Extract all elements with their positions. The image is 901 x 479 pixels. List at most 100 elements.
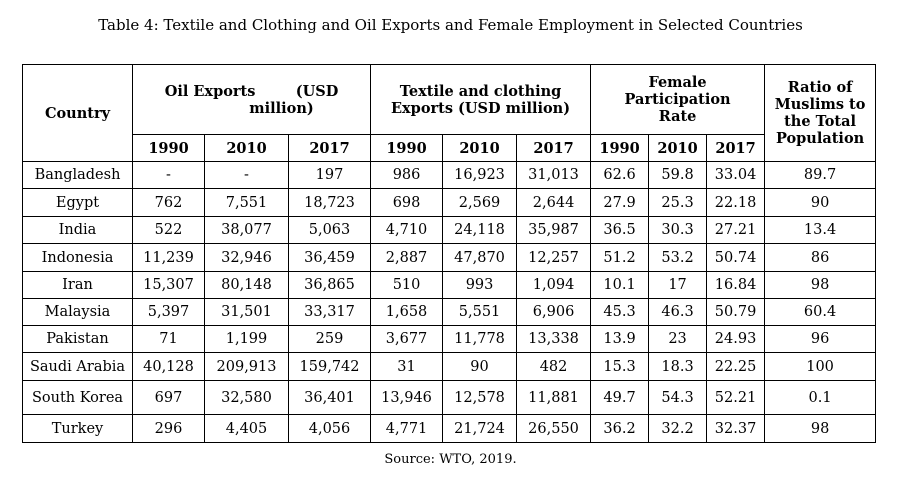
- header-year: 2017: [706, 134, 766, 162]
- female-rate-cell: 45.3: [590, 298, 650, 326]
- table-row: Turkey 296 4,405 4,056 4,771 21,724 26,550 36.2…: [22, 414, 877, 443]
- exports-table: Country Oil Exports (USD million) Textil…: [22, 64, 877, 443]
- country-cell: Indonesia: [22, 243, 133, 272]
- country-cell: Malaysia: [22, 298, 133, 326]
- header-country: Country: [22, 64, 133, 162]
- female-rate-cell: 10.1: [590, 271, 650, 299]
- textile-export-cell: 13,946: [370, 380, 444, 415]
- female-rate-cell: 59.8: [648, 161, 708, 189]
- female-rate-cell: 22.25: [706, 352, 766, 381]
- oil-export-cell: 80,148: [204, 271, 289, 299]
- textile-export-cell: 35,987: [516, 216, 592, 244]
- oil-export-cell: 4,056: [287, 414, 372, 443]
- textile-export-cell: 47,870: [442, 243, 518, 272]
- header-muslim-ratio: Ratio of Muslims to the Total Population: [764, 64, 877, 162]
- header-year: 1990: [590, 134, 650, 162]
- oil-export-cell: 7,551: [204, 188, 289, 217]
- textile-export-cell: 698: [370, 188, 444, 217]
- female-rate-cell: 53.2: [648, 243, 708, 272]
- textile-export-cell: 12,578: [442, 380, 518, 415]
- country-cell: India: [22, 216, 133, 244]
- textile-export-cell: 482: [516, 352, 592, 381]
- textile-export-cell: 1,094: [516, 271, 592, 299]
- table-row: Iran 15,307 80,148 36,865 510 993 1,094 10.1 17 1…: [22, 271, 877, 299]
- table-row: Bangladesh - -197 986 16,923 31,013 62.6 59.8 33…: [22, 161, 877, 189]
- header-year: 2017: [516, 134, 592, 162]
- header-year: 2017: [287, 134, 372, 162]
- oil-export-cell: 38,077: [204, 216, 289, 244]
- female-rate-cell: 62.6: [590, 161, 650, 189]
- female-rate-cell: 49.7: [590, 380, 650, 415]
- textile-export-cell: 510: [370, 271, 444, 299]
- oil-export-cell: 4,405: [204, 414, 289, 443]
- female-rate-cell: 13.9: [590, 325, 650, 353]
- female-rate-cell: 15.3: [590, 352, 650, 381]
- female-rate-cell: 51.2: [590, 243, 650, 272]
- textile-export-cell: 2,569: [442, 188, 518, 217]
- oil-export-cell: 32,580: [204, 380, 289, 415]
- female-rate-cell: 27.21: [706, 216, 766, 244]
- oil-export-cell: 209,913: [204, 352, 289, 381]
- textile-export-cell: 16,923: [442, 161, 518, 189]
- header-oil-line2: million): [249, 99, 314, 117]
- oil-export-cell: 1,199: [204, 325, 289, 353]
- header-textile-exports: Textile and clothing Exports (USD millio…: [370, 64, 592, 135]
- textile-export-cell: 11,778: [442, 325, 518, 353]
- female-rate-cell: 33.04: [706, 161, 766, 189]
- oil-export-cell: 31,501: [204, 298, 289, 326]
- header-oil-exports: Oil Exports (USD million): [131, 64, 372, 135]
- country-cell: Saudi Arabia: [22, 352, 133, 381]
- oil-export-cell: 40,128: [132, 352, 205, 381]
- table-row: South Korea 697 32,580 36,401 13,946 12,578 11…: [22, 380, 877, 415]
- textile-export-cell: 6,906: [516, 298, 592, 326]
- country-cell: Bangladesh: [22, 161, 133, 189]
- textile-export-cell: 5,551: [442, 298, 518, 326]
- textile-export-cell: 4,710: [370, 216, 444, 244]
- textile-export-cell: 4,771: [370, 414, 444, 443]
- textile-export-cell: 90: [442, 352, 518, 381]
- oil-export-cell: 33,317: [287, 298, 372, 326]
- oil-export-cell: 36,459: [287, 243, 372, 272]
- oil-export-cell: -: [132, 161, 205, 189]
- textile-export-cell: 24,118: [442, 216, 518, 244]
- muslim-ratio-cell: 96: [764, 325, 877, 353]
- oil-export-cell: 11,239: [132, 243, 205, 272]
- female-rate-cell: 16.84: [706, 271, 766, 299]
- table-row: Indonesia 11,239 32,946 36,459 2,887 47,870 12…: [22, 243, 877, 272]
- muslim-ratio-cell: 0.1: [764, 380, 877, 415]
- textile-export-cell: 986: [370, 161, 444, 189]
- header-oil-line1: Oil Exports (USD: [164, 82, 339, 100]
- female-rate-cell: 36.2: [590, 414, 650, 443]
- table-row: Saudi Arabia 40,128 209,913 159,742 31 90 482 1…: [22, 352, 877, 381]
- header-year: 2010: [648, 134, 708, 162]
- female-rate-cell: 50.79: [706, 298, 766, 326]
- textile-export-cell: 993: [442, 271, 518, 299]
- muslim-ratio-cell: 98: [764, 414, 877, 443]
- oil-export-cell: 762: [132, 188, 205, 217]
- female-rate-cell: 27.9: [590, 188, 650, 217]
- oil-export-cell: 36,865: [287, 271, 372, 299]
- female-rate-cell: 30.3: [648, 216, 708, 244]
- female-rate-cell: 52.21: [706, 380, 766, 415]
- female-rate-cell: 50.74: [706, 243, 766, 272]
- header-year: 2010: [442, 134, 518, 162]
- table-caption: Table 4: Textile and Clothing and Oil Ex…: [98, 16, 803, 34]
- muslim-ratio-cell: 13.4: [764, 216, 877, 244]
- header-female-participation: Female Participation Rate: [590, 64, 766, 135]
- oil-export-cell: 522: [132, 216, 205, 244]
- country-cell: South Korea: [22, 380, 133, 415]
- table-row: Egypt 762 7,551 18,723 698 2,569 2,644 27.9 25.3…: [22, 188, 877, 217]
- textile-export-cell: 31,013: [516, 161, 592, 189]
- oil-export-cell: 71: [132, 325, 205, 353]
- oil-export-cell: 159,742: [287, 352, 372, 381]
- country-cell: Turkey: [22, 414, 133, 443]
- header-year: 1990: [132, 134, 205, 162]
- oil-export-cell: 15,307: [132, 271, 205, 299]
- female-rate-cell: 46.3: [648, 298, 708, 326]
- female-rate-cell: 23: [648, 325, 708, 353]
- oil-export-cell: 36,401: [287, 380, 372, 415]
- country-cell: Egypt: [22, 188, 133, 217]
- female-rate-cell: 17: [648, 271, 708, 299]
- table-row: India 522 38,077 5,063 4,710 24,118 35,987 36.5…: [22, 216, 877, 244]
- textile-export-cell: 13,338: [516, 325, 592, 353]
